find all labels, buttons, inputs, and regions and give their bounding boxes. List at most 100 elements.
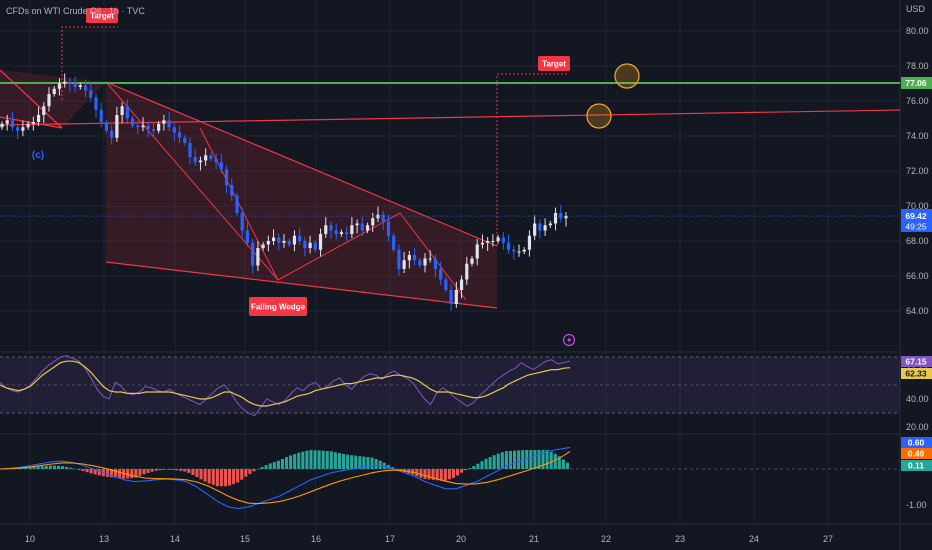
date-tick-label: 13 bbox=[99, 534, 109, 544]
macd-histogram-bar bbox=[492, 455, 496, 469]
macd-histogram-bar bbox=[366, 457, 370, 469]
macd-histogram-bar bbox=[350, 455, 354, 469]
candle-body bbox=[517, 251, 521, 253]
macd-histogram-bar bbox=[65, 466, 69, 469]
rsi-value-badge bbox=[901, 356, 932, 367]
lightning-icon[interactable] bbox=[562, 333, 576, 347]
price-badge bbox=[901, 209, 932, 232]
macd-histogram-bar bbox=[333, 452, 337, 469]
candle-body bbox=[16, 127, 20, 131]
candle-body bbox=[99, 109, 103, 122]
candle-body bbox=[36, 115, 41, 122]
candle-body bbox=[449, 290, 453, 304]
macd-histogram-bar bbox=[187, 469, 191, 473]
falling-wedge-badge bbox=[249, 297, 307, 316]
macd-histogram-bar bbox=[317, 450, 321, 469]
macd-histogram-bar bbox=[232, 469, 236, 485]
candle-body bbox=[402, 260, 406, 269]
candle-body bbox=[162, 120, 166, 124]
candle-body bbox=[172, 127, 176, 133]
macd-histogram-bar bbox=[513, 450, 517, 469]
candle-body bbox=[251, 242, 255, 266]
candle-body bbox=[318, 234, 323, 250]
macd-histogram-bar bbox=[468, 468, 472, 469]
macd-histogram-bar bbox=[191, 469, 195, 475]
candle-body bbox=[381, 214, 385, 222]
macd-histogram-bar bbox=[268, 463, 272, 469]
prior-channel-fill bbox=[0, 70, 105, 128]
macd-histogram-bar bbox=[158, 469, 162, 471]
macd-histogram-bar bbox=[451, 469, 455, 478]
candle-body bbox=[475, 244, 479, 259]
candle-body bbox=[261, 244, 265, 248]
macd-histogram-bar bbox=[342, 453, 346, 469]
candle-body bbox=[219, 162, 223, 170]
chart-title: CFDs on WTI Crude Oil · 1h · TVC bbox=[6, 6, 145, 16]
candle-body bbox=[151, 129, 156, 131]
macd-histogram-bar bbox=[52, 465, 56, 469]
macd-histogram-bar bbox=[207, 469, 211, 484]
candle-body bbox=[52, 88, 56, 94]
macd-histogram-bar bbox=[248, 469, 252, 474]
macd-histogram-bar bbox=[166, 469, 170, 470]
macd-histogram-bar bbox=[533, 449, 537, 469]
rsi-value-text: 67.15 bbox=[905, 357, 927, 367]
macd-histogram-bar bbox=[81, 469, 85, 472]
wave-zigzag bbox=[199, 127, 279, 281]
macd-histogram-bar bbox=[264, 465, 268, 469]
macd-histogram-bar bbox=[549, 451, 553, 469]
macd-histogram-bar bbox=[565, 462, 569, 469]
date-tick-label: 21 bbox=[529, 534, 539, 544]
lightning-glyph bbox=[567, 336, 572, 345]
date-tick-label: 16 bbox=[311, 534, 321, 544]
macd-histogram-bar bbox=[460, 469, 464, 473]
macd-histogram-bar bbox=[346, 454, 350, 469]
candle-body bbox=[47, 94, 51, 107]
macd-histogram-bar bbox=[419, 469, 423, 478]
macd-histogram-bar bbox=[435, 469, 439, 481]
candle-body bbox=[104, 122, 109, 131]
macd-histogram-bar bbox=[195, 469, 199, 478]
macd-histogram-bar bbox=[223, 469, 227, 487]
macd-histogram-bar bbox=[244, 469, 248, 477]
countdown-text: 49:25 bbox=[905, 222, 927, 232]
currency-label: USD bbox=[906, 4, 926, 14]
macd-histogram-bar bbox=[48, 465, 52, 469]
macd-histogram-bar bbox=[28, 466, 32, 469]
date-tick-label: 24 bbox=[749, 534, 759, 544]
macd-histogram-bar bbox=[162, 469, 166, 470]
candle-body bbox=[73, 83, 77, 87]
macd-histogram-bar bbox=[256, 468, 260, 470]
candle-body bbox=[480, 242, 485, 245]
price-tick-label: 78.00 bbox=[906, 61, 929, 71]
price-tick-label: 72.00 bbox=[906, 166, 929, 176]
candle-body bbox=[245, 230, 250, 243]
candle-body bbox=[167, 120, 171, 128]
candle-body bbox=[193, 157, 197, 163]
candle-body bbox=[188, 143, 192, 157]
macd-histogram-bar bbox=[484, 458, 488, 469]
hist-badge bbox=[901, 460, 932, 471]
macd-histogram-bar bbox=[219, 469, 223, 487]
macd-histogram-bar bbox=[561, 459, 565, 469]
target-right-badge bbox=[538, 56, 570, 71]
price-tick-label: 64.00 bbox=[906, 306, 929, 316]
macd-histogram-bar bbox=[504, 451, 508, 469]
time-axis[interactable]: 10 13 14 15 16 17 20 21 22 23 24 27 bbox=[25, 534, 833, 544]
price-axis[interactable]: 80.00 78.00 76.00 74.00 72.00 70.00 68.00 66.00… bbox=[906, 26, 929, 316]
candle-body bbox=[501, 237, 505, 243]
rsi-ma-text: 62.33 bbox=[905, 369, 927, 379]
candle-body bbox=[350, 225, 354, 234]
price-tick-label: 74.00 bbox=[906, 131, 929, 141]
macd-histogram-bar bbox=[431, 469, 435, 480]
macd-pane bbox=[0, 446, 571, 510]
macd-histogram-bar bbox=[171, 469, 175, 470]
macd-line bbox=[0, 446, 571, 510]
date-tick-label: 14 bbox=[170, 534, 180, 544]
candle-body bbox=[454, 290, 458, 304]
candle-body bbox=[433, 258, 438, 269]
candle-body bbox=[42, 106, 46, 115]
macd-histogram-bar bbox=[557, 456, 561, 469]
resistance-badge-text: 77.06 bbox=[905, 78, 927, 88]
